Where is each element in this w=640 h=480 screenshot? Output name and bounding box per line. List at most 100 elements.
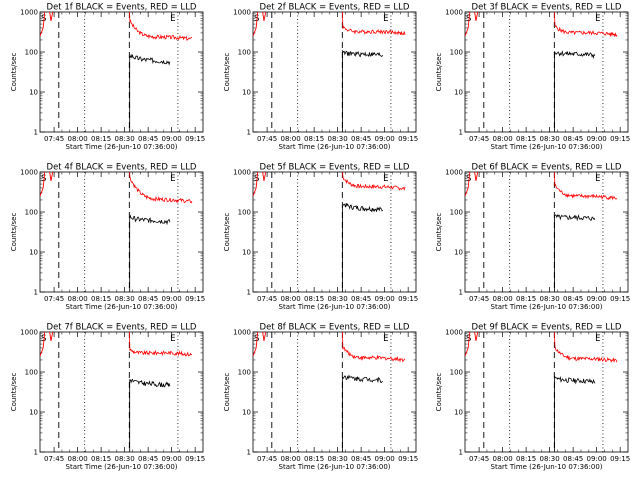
events-curve bbox=[342, 374, 383, 452]
x-tick-label: 08:00 bbox=[493, 295, 513, 303]
y-tick-label: 1 bbox=[247, 449, 251, 457]
x-tick-label: 08:15 bbox=[304, 135, 324, 143]
series-group bbox=[40, 172, 193, 292]
series-group bbox=[253, 332, 406, 452]
y-axis-label: Counts/sec bbox=[435, 53, 443, 92]
plot-frame bbox=[39, 11, 204, 133]
panel-det-6f: Det 6f BLACK = Events, RED = LLD 1 10 100 10… bbox=[435, 163, 630, 312]
panel-title: Det 4f BLACK = Events, RED = LLD bbox=[47, 163, 197, 173]
series-group bbox=[465, 332, 618, 452]
lld-early-spike bbox=[253, 12, 267, 37]
lld-curve bbox=[129, 172, 193, 204]
series-group bbox=[465, 12, 618, 132]
lld-early-spike bbox=[253, 332, 267, 357]
x-tick-label: 09:15 bbox=[185, 135, 205, 143]
panel-title: Det 1f BLACK = Events, RED = LLD bbox=[47, 3, 197, 13]
y-tick-label: 10 bbox=[242, 249, 251, 257]
end-marker: E bbox=[383, 334, 388, 344]
x-tick-label: 08:15 bbox=[516, 295, 536, 303]
x-tick-label: 08:30 bbox=[328, 455, 348, 463]
x-tick-label: 09:00 bbox=[587, 135, 607, 143]
y-tick-label: 1 bbox=[34, 129, 38, 137]
x-tick-label: 08:45 bbox=[138, 455, 158, 463]
y-tick-label: 10 bbox=[29, 249, 38, 257]
x-tick-label: 08:00 bbox=[68, 455, 88, 463]
events-curve bbox=[554, 50, 596, 132]
x-tick-label: 08:30 bbox=[328, 295, 348, 303]
x-tick-label: 08:45 bbox=[351, 455, 371, 463]
x-axis-label: Start Time (26-Jun-10 07:36:00) bbox=[66, 143, 178, 151]
y-tick-label: 10 bbox=[454, 249, 463, 257]
y-axis-label: Counts/sec bbox=[435, 373, 443, 412]
events-curve bbox=[554, 374, 596, 452]
end-marker: E bbox=[595, 334, 600, 344]
panel-det-7f: Det 7f BLACK = Events, RED = LLD 1 10 100 10… bbox=[10, 323, 205, 472]
x-tick-label: 09:00 bbox=[587, 295, 607, 303]
x-axis-label: Start Time (26-Jun-10 07:36:00) bbox=[66, 463, 178, 471]
events-curve bbox=[129, 378, 171, 452]
lld-curve bbox=[554, 172, 618, 201]
x-tick-label: 08:45 bbox=[138, 135, 158, 143]
x-tick-label: 08:45 bbox=[563, 135, 583, 143]
plot-frame bbox=[252, 331, 417, 453]
series-group bbox=[253, 172, 406, 292]
x-tick-label: 08:00 bbox=[493, 135, 513, 143]
x-tick-label: 09:00 bbox=[162, 135, 182, 143]
series-group bbox=[253, 12, 406, 132]
events-curve bbox=[129, 214, 171, 292]
x-tick-label: 07:45 bbox=[44, 135, 64, 143]
plot-frame bbox=[39, 171, 204, 293]
y-axis-label: Counts/sec bbox=[435, 213, 443, 252]
events-curve bbox=[342, 49, 384, 132]
x-axis-label: Start Time (26-Jun-10 07:36:00) bbox=[279, 463, 391, 471]
y-tick-label: 1000 bbox=[233, 9, 251, 17]
x-tick-label: 08:30 bbox=[115, 455, 135, 463]
plot-frame bbox=[464, 11, 629, 133]
x-axis-label: Start Time (26-Jun-10 07:36:00) bbox=[66, 303, 178, 311]
x-tick-label: 09:15 bbox=[398, 295, 418, 303]
x-tick-label: 07:45 bbox=[469, 455, 489, 463]
panel-det-3f: Det 3f BLACK = Events, RED = LLD 1 10 100 10… bbox=[435, 3, 630, 152]
y-axis-label: Counts/sec bbox=[10, 373, 18, 412]
y-axis-label: Counts/sec bbox=[10, 213, 18, 252]
x-tick-label: 08:15 bbox=[516, 455, 536, 463]
y-tick-label: 1000 bbox=[445, 329, 463, 337]
x-tick-label: 08:30 bbox=[115, 295, 135, 303]
lld-curve bbox=[342, 12, 406, 36]
y-tick-label: 10 bbox=[29, 89, 38, 97]
x-tick-label: 08:45 bbox=[351, 295, 371, 303]
x-tick-label: 09:00 bbox=[375, 135, 395, 143]
lld-curve bbox=[128, 332, 193, 357]
x-tick-label: 09:15 bbox=[610, 455, 630, 463]
plot-frame bbox=[39, 331, 204, 453]
x-tick-label: 07:45 bbox=[257, 135, 277, 143]
y-tick-label: 1 bbox=[34, 449, 38, 457]
x-axis-label: Start Time (26-Jun-10 07:36:00) bbox=[491, 303, 603, 311]
x-tick-label: 09:15 bbox=[398, 135, 418, 143]
panel-title: Det 3f BLACK = Events, RED = LLD bbox=[472, 3, 622, 13]
end-marker: E bbox=[383, 174, 388, 184]
x-tick-label: 07:45 bbox=[469, 135, 489, 143]
events-curve bbox=[129, 53, 171, 132]
lld-early-spike bbox=[40, 332, 54, 357]
x-tick-label: 08:00 bbox=[281, 295, 301, 303]
x-tick-label: 08:15 bbox=[91, 135, 111, 143]
panel-det-9f: Det 9f BLACK = Events, RED = LLD 1 10 100 10… bbox=[435, 323, 630, 472]
x-tick-label: 08:30 bbox=[540, 135, 560, 143]
lld-curve bbox=[129, 12, 193, 42]
y-tick-label: 10 bbox=[242, 409, 251, 417]
y-tick-label: 100 bbox=[238, 369, 251, 377]
y-tick-label: 10 bbox=[454, 409, 463, 417]
x-tick-label: 08:30 bbox=[115, 135, 135, 143]
lld-early-spike bbox=[253, 172, 267, 197]
x-tick-label: 08:15 bbox=[91, 295, 111, 303]
x-tick-label: 08:00 bbox=[281, 135, 301, 143]
panel-title: Det 8f BLACK = Events, RED = LLD bbox=[260, 323, 410, 333]
x-tick-label: 08:30 bbox=[540, 455, 560, 463]
plot-frame bbox=[252, 171, 417, 293]
y-tick-label: 1000 bbox=[20, 169, 38, 177]
x-axis-label: Start Time (26-Jun-10 07:36:00) bbox=[491, 463, 603, 471]
panel-title: Det 6f BLACK = Events, RED = LLD bbox=[472, 163, 622, 173]
series-group bbox=[40, 12, 193, 132]
